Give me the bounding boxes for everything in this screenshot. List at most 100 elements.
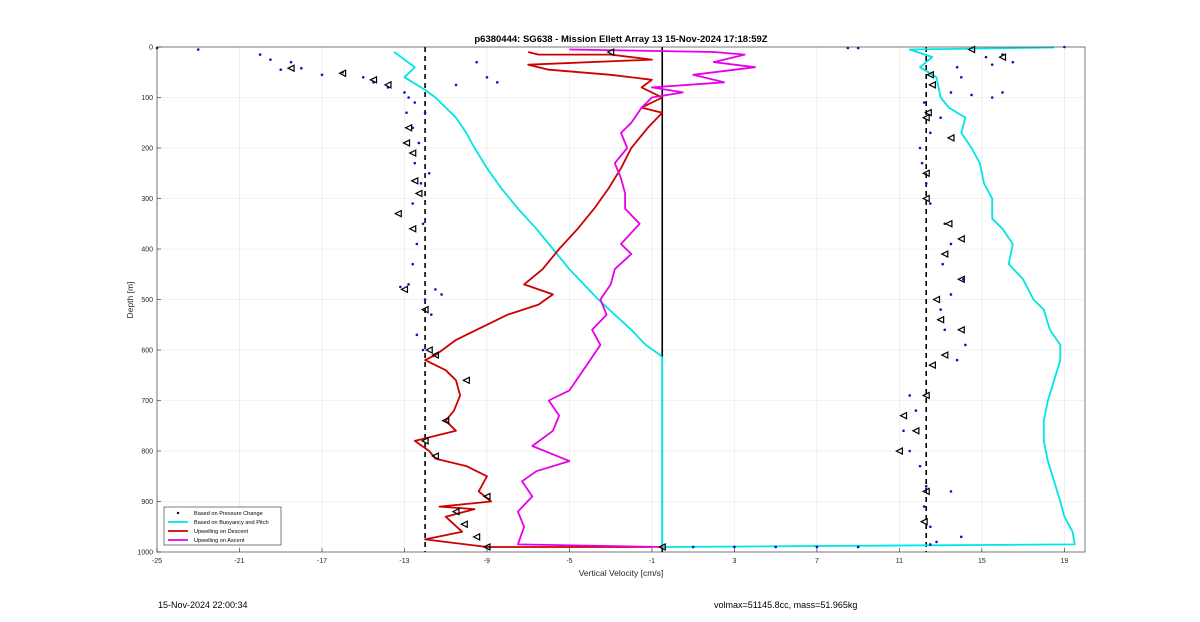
x-tick-label: -17	[317, 558, 327, 565]
y-tick-label: 400	[141, 247, 153, 254]
y-tick-label: 100	[141, 95, 153, 102]
pressure-change-point	[990, 63, 994, 66]
pressure-change-point	[407, 96, 410, 99]
pressure-change-point	[733, 545, 736, 549]
pressure-change-point	[411, 202, 415, 205]
pressure-change-point	[196, 48, 200, 51]
pressure-change-point	[407, 283, 410, 286]
pressure-change-point	[920, 161, 924, 165]
pressure-change-point	[417, 141, 421, 145]
pressure-change-point	[935, 540, 938, 544]
pressure-change-point	[289, 60, 293, 64]
pressure-change-point	[485, 76, 489, 79]
triangle-marker	[657, 542, 666, 551]
pressure-change-point	[939, 116, 942, 119]
pressure-change-point	[984, 55, 988, 59]
y-tick-label: 1000	[137, 550, 153, 557]
legend-label: Upwelling on Descent	[194, 529, 249, 535]
triangle-marker	[459, 520, 468, 529]
triangle-marker	[410, 176, 419, 185]
axis-ticks: -25 -21 -17 -13 -9 -5 -1 3 7 11 15 1901002003004005…	[137, 45, 1068, 566]
pressure-change-point	[421, 348, 425, 352]
chart-title: p6380444: SG638 - Mission Ellett Array 1…	[474, 34, 767, 45]
triangle-marker	[338, 69, 347, 78]
pressure-change-point	[856, 46, 860, 50]
pressure-change-point	[924, 485, 928, 488]
triangle-marker	[921, 194, 930, 203]
x-tick-label: -9	[484, 558, 490, 565]
triangle-marker	[408, 149, 417, 158]
pressure-change-point	[918, 464, 922, 468]
y-tick-label: 700	[141, 398, 153, 405]
triangle-marker	[286, 64, 295, 73]
triangle-marker	[925, 70, 934, 79]
pressure-change-point	[361, 76, 365, 79]
pressure-change-point	[990, 96, 994, 99]
y-tick-label: 300	[141, 196, 153, 203]
pressure-change-point	[423, 298, 427, 301]
pressure-change-point	[1001, 91, 1004, 94]
pressure-change-point	[970, 93, 973, 97]
pressure-change-point	[413, 161, 417, 165]
pressure-change-point	[943, 328, 947, 332]
x-tick-label: -21	[234, 558, 244, 565]
pressure-change-point	[949, 490, 953, 493]
pressure-change-point	[419, 182, 423, 185]
triangle-marker	[936, 315, 945, 324]
triangle-marker	[420, 305, 429, 314]
pressure-change-point	[415, 333, 419, 337]
pressure-change-point	[922, 505, 926, 508]
pressure-change-point	[495, 81, 499, 84]
triangle-marker	[928, 361, 936, 370]
pressure-change-point	[856, 545, 860, 549]
x-tick-label: 7	[815, 558, 819, 565]
pressure-change-point	[815, 545, 819, 549]
triangle-marker	[451, 507, 460, 516]
pressure-change-point	[415, 242, 419, 246]
pressure-change-point	[914, 409, 918, 412]
triangle-marker	[911, 426, 920, 435]
pressure-change-point	[1011, 60, 1015, 64]
pressure-change-point	[959, 535, 963, 539]
series-lines	[393, 46, 1076, 548]
triangle-marker	[606, 48, 615, 57]
triangle-marker	[899, 411, 908, 420]
pressure-change-point	[964, 343, 967, 347]
series-upwelling-on-ascent	[517, 48, 756, 548]
y-axis-label: Depth [m]	[125, 282, 135, 319]
pressure-change-point	[434, 288, 437, 291]
pressure-change-point	[929, 131, 932, 135]
triangle-marker	[895, 447, 904, 455]
footer-timestamp: 15-Nov-2024 22:00:34	[158, 600, 248, 610]
pressure-change-point	[427, 171, 431, 175]
triangle-marker	[946, 133, 955, 142]
pressure-change-point	[421, 222, 425, 226]
pressure-change-point	[440, 293, 443, 296]
y-tick-label: 900	[141, 499, 153, 506]
triangle-marker	[431, 351, 439, 360]
pressure-change-point	[902, 429, 905, 433]
pressure-change-point	[908, 449, 912, 453]
x-tick-label: -13	[399, 558, 409, 565]
pressure-change-point	[949, 242, 953, 246]
triangle-marker	[932, 295, 941, 304]
triangle-marker	[956, 234, 965, 243]
triangle-marker	[956, 275, 965, 284]
pressure-change-point	[955, 65, 959, 69]
triangle-marker	[424, 346, 433, 354]
series-based-on-buoyancy-and-pitch	[393, 46, 1076, 548]
triangle-marker	[998, 53, 1007, 62]
pressure-change-point	[918, 146, 922, 150]
triangle-marker	[369, 75, 378, 84]
x-tick-label: -25	[152, 558, 162, 565]
footer-volmax-mass: volmax=51145.8cc, mass=51.965kg	[714, 600, 858, 610]
pressure-change-point	[949, 293, 953, 296]
triangle-marker	[441, 416, 450, 425]
pressure-change-point	[941, 262, 945, 266]
x-axis-label: Vertical Velocity [cm/s]	[579, 568, 664, 578]
x-tick-label: 3	[732, 558, 736, 565]
legend: Based on Pressure Change Based on Buoyanc…	[163, 506, 282, 546]
triangle-marker	[921, 113, 930, 122]
legend-swatch-dot	[176, 511, 180, 515]
triangle-markers	[286, 45, 1007, 551]
